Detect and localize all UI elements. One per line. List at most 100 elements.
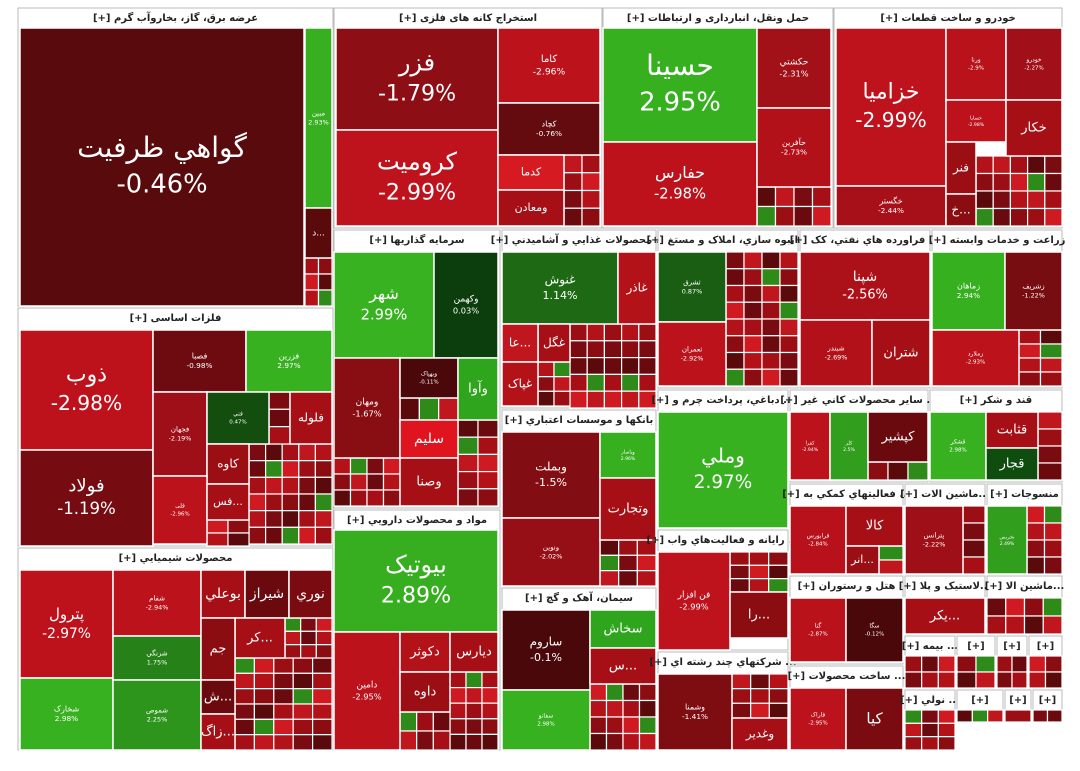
sector-title[interactable]: محصولات شيميايي [+]: [119, 553, 233, 564]
sector-title[interactable]: ...ماشين الات [+]: [900, 489, 990, 500]
stock-tile[interactable]: [657, 673, 733, 751]
stock-tile[interactable]: [152, 391, 208, 477]
sector-title[interactable]: ... رايانه و فعاليت‌هاي واب [+]: [647, 535, 800, 546]
sector-title[interactable]: [+]: [967, 641, 985, 652]
sector-title[interactable]: ... فراورده هاي نفتي، کک [+]: [790, 235, 940, 246]
stock-tile[interactable]: [152, 475, 208, 545]
sector-title[interactable]: ...انبوه سازي، املاک و مستغ [+]: [646, 235, 809, 246]
stock-tile[interactable]: [537, 323, 571, 363]
stock-tile[interactable]: [289, 391, 333, 445]
stock-tile[interactable]: [501, 361, 539, 407]
sector-title[interactable]: زراعت و خدمات وابسته [+]: [929, 235, 1066, 246]
stock-tile[interactable]: [931, 251, 1006, 331]
stock-tile[interactable]: [617, 251, 657, 325]
sector-title[interactable]: هتل و رستوران [+]: [798, 581, 896, 592]
stock-tile[interactable]: [945, 27, 1007, 101]
stock-tile[interactable]: [789, 505, 847, 575]
stock-tile[interactable]: [433, 251, 499, 359]
sector-title[interactable]: خودرو و ساخت قطعات [+]: [880, 13, 1015, 24]
stock-tile[interactable]: [244, 569, 290, 619]
stock-tile[interactable]: [234, 617, 286, 659]
stock-tile[interactable]: [756, 107, 832, 188]
stock-tile[interactable]: [200, 679, 236, 715]
stock-tile[interactable]: [399, 357, 459, 399]
stock-tile[interactable]: [245, 329, 333, 393]
stock-tile[interactable]: [333, 251, 435, 359]
stock-tile[interactable]: [789, 411, 831, 481]
stock-tile[interactable]: [333, 631, 401, 751]
stock-tile[interactable]: [929, 411, 987, 481]
stock-tile[interactable]: [985, 447, 1039, 481]
stock-tile[interactable]: [497, 27, 601, 104]
stock-tile[interactable]: [904, 505, 964, 575]
stock-tile[interactable]: [657, 321, 727, 387]
sector-title[interactable]: فلزات اساسی [+]: [130, 313, 222, 324]
stock-tile[interactable]: [304, 207, 333, 259]
stock-tile[interactable]: [1005, 27, 1063, 101]
stock-tile[interactable]: [112, 679, 202, 751]
stock-tile[interactable]: [333, 357, 401, 459]
stock-tile[interactable]: [457, 357, 499, 421]
stock-tile[interactable]: [657, 551, 731, 651]
stock-tile[interactable]: [304, 27, 333, 209]
sector-title[interactable]: ... فعاليتهاي کمکي به [+]: [782, 489, 911, 500]
stock-tile[interactable]: [399, 671, 451, 713]
sector-title[interactable]: [+]: [1037, 641, 1055, 652]
stock-tile[interactable]: [335, 129, 499, 227]
sector-title[interactable]: بانکها و موسسات اعتباري [+]: [505, 415, 653, 426]
stock-tile[interactable]: [731, 717, 789, 751]
stock-tile[interactable]: [602, 141, 758, 227]
stock-tile[interactable]: [904, 597, 986, 635]
stock-tile[interactable]: [945, 99, 1007, 143]
stock-tile[interactable]: [845, 597, 904, 663]
sector-title[interactable]: ... نولي [+]: [900, 695, 960, 706]
stock-tile[interactable]: [449, 631, 499, 673]
sector-title[interactable]: عرضه برق، گاز، بخاروآب گرم [+]: [93, 11, 258, 24]
stock-tile[interactable]: [1005, 99, 1063, 157]
stock-tile[interactable]: [867, 411, 929, 463]
stock-tile[interactable]: [871, 319, 931, 387]
stock-tile[interactable]: [333, 529, 499, 633]
stock-tile[interactable]: [789, 687, 847, 751]
sector-title[interactable]: سرمايه گذاريها [+]: [369, 233, 464, 246]
stock-tile[interactable]: [589, 647, 657, 685]
stock-tile[interactable]: [399, 457, 459, 507]
sector-title[interactable]: منسوجات [+]: [990, 489, 1059, 500]
stock-tile[interactable]: [756, 27, 832, 109]
stock-tile[interactable]: [206, 443, 250, 485]
stock-tile[interactable]: [729, 591, 789, 639]
stock-tile[interactable]: [845, 545, 880, 575]
stock-tile[interactable]: [1004, 251, 1063, 331]
stock-tile[interactable]: [599, 477, 657, 541]
stock-tile[interactable]: [152, 329, 247, 393]
stock-tile[interactable]: [602, 27, 758, 143]
stock-tile[interactable]: [497, 189, 565, 227]
stock-tile[interactable]: [845, 505, 904, 547]
sector-title[interactable]: حمل ونقل، انبارداری و ارتباطات [+]: [627, 13, 809, 24]
stock-tile[interactable]: [835, 185, 947, 227]
stock-tile[interactable]: [501, 323, 539, 363]
stock-tile[interactable]: [335, 27, 499, 131]
stock-tile[interactable]: [931, 329, 1020, 387]
stock-tile[interactable]: [845, 687, 904, 751]
sector-title[interactable]: ...لاستيک و پلا [+]: [899, 581, 992, 592]
stock-tile[interactable]: [19, 329, 154, 451]
stock-tile[interactable]: [19, 569, 114, 679]
sector-title[interactable]: ... شرکتهاي چند رشته اي [+]: [649, 657, 796, 668]
sector-title[interactable]: [+]: [1003, 641, 1021, 652]
sector-title[interactable]: [+]: [971, 695, 989, 706]
sector-title[interactable]: [+]: [1039, 695, 1057, 706]
sector-title[interactable]: ... بيمه [+]: [902, 641, 958, 652]
stock-tile[interactable]: [657, 251, 727, 323]
sector-title[interactable]: ...ماشين الا [+]: [985, 581, 1065, 592]
stock-tile[interactable]: [501, 609, 591, 691]
stock-tile[interactable]: [200, 713, 236, 751]
stock-tile[interactable]: [945, 193, 977, 227]
stock-tile[interactable]: [501, 689, 591, 751]
sector-title[interactable]: ... محصولات غذايي و آشاميدني [+]: [491, 233, 667, 246]
sector-title[interactable]: [+]: [1009, 695, 1027, 706]
stock-tile[interactable]: [19, 449, 154, 547]
stock-tile[interactable]: [206, 483, 250, 521]
sector-title[interactable]: قند و شکر [+]: [960, 395, 1032, 406]
stock-tile[interactable]: [986, 505, 1028, 575]
